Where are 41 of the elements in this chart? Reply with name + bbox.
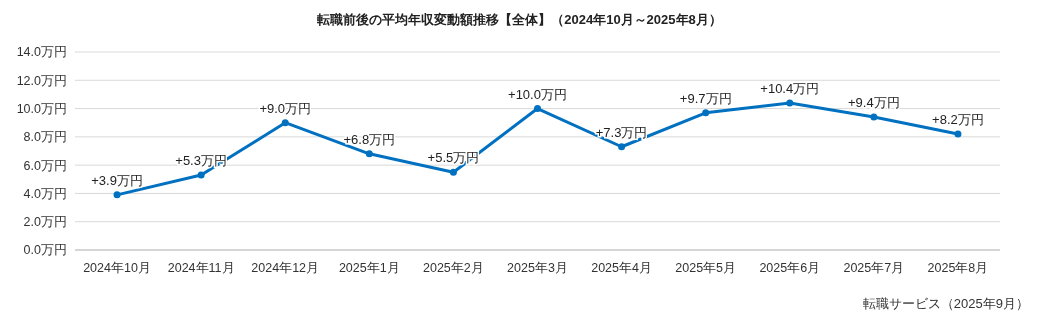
x-tick-label: 2025年6月 [759,261,821,275]
data-label: +9.0万円 [259,100,312,116]
x-tick-label: 2025年3月 [507,261,568,275]
data-label: +6.8万円 [343,131,396,147]
point [618,143,626,151]
y-tick-label: 0.0万円 [23,243,67,258]
y-tick-label: 14.0万円 [16,45,67,60]
data-label: +7.3万円 [595,124,648,140]
point [197,171,205,179]
point [870,113,878,121]
y-tick-label: 12.0万円 [16,73,67,88]
text: 転職サービス（2025年9月） [862,296,1029,311]
y-tick-label: 4.0万円 [23,186,67,201]
point [702,109,710,117]
x-tick-label: 2025年8月 [927,261,989,275]
point [449,168,457,176]
point [954,130,962,138]
x-tick-label: 2025年1月 [338,261,400,275]
point [113,191,121,199]
data-label: +8.2万円 [932,112,984,128]
y-tick-label: 10.0万円 [16,101,67,116]
x-tick-label: 2024年12月 [251,261,320,275]
point [786,99,794,107]
x-tick-label: 2025年7月 [843,261,905,275]
x-tick-label: 2024年11月 [167,261,235,275]
y-tick-label: 8.0万円 [23,130,67,145]
y-tick-label: 2.0万円 [23,215,67,230]
data-label: +10.0万円 [508,86,567,102]
data-label: +9.4万円 [848,95,900,111]
x-tick-label: 2025年2月 [423,261,484,275]
chart-title: 転職前後の平均年収変動額推移【全体】（2024年10月～2025年8月） [316,12,722,27]
point [281,119,289,127]
data-label: +3.9万円 [91,172,143,188]
y-tick-label: 6.0万円 [23,158,67,173]
x-tick-label: 2025年5月 [675,261,737,275]
data-label: +9.7万円 [679,90,732,106]
x-tick-label: 2024年10月 [83,261,151,275]
point [534,105,541,113]
point [365,150,373,158]
data-label: +10.4万円 [760,80,820,96]
x-tick-label: 2025年4月 [591,261,652,275]
